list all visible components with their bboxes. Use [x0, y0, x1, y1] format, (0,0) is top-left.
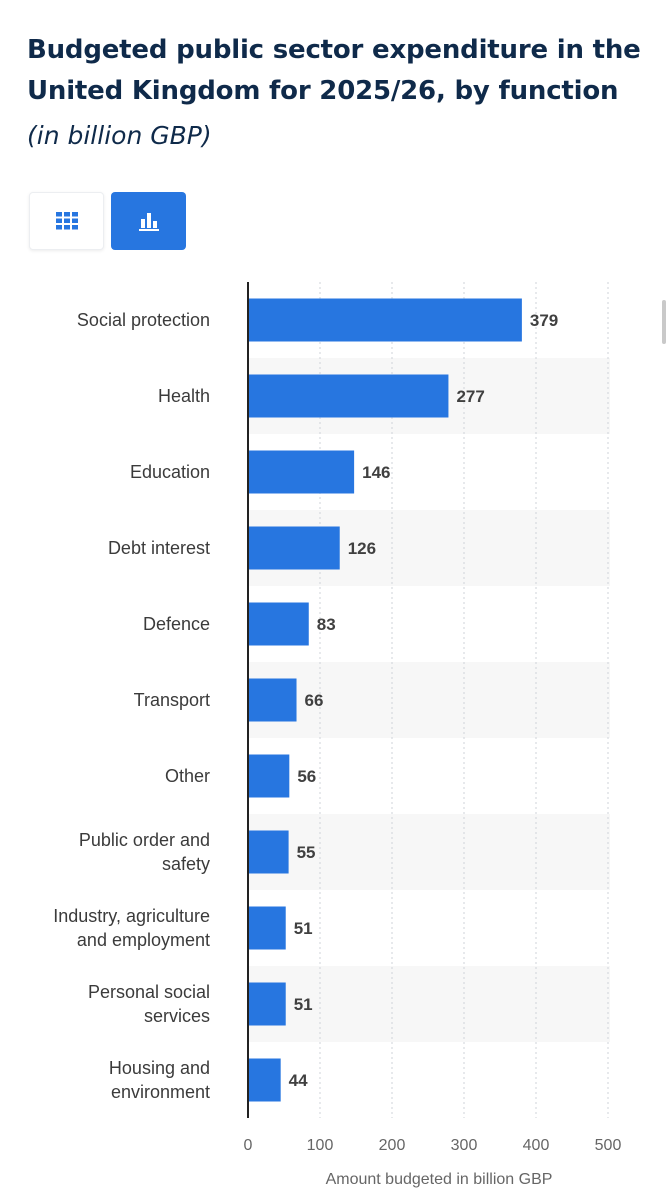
- category-label: Housing and environment: [109, 1058, 210, 1102]
- category-label: Education: [130, 462, 210, 482]
- bar: [249, 450, 355, 494]
- category-label: Social protection: [77, 310, 210, 330]
- data-label: 56: [297, 767, 316, 786]
- grid-icon: [55, 212, 78, 230]
- chart-view-button[interactable]: [111, 192, 186, 250]
- bar: [249, 906, 286, 950]
- bar: [249, 830, 289, 874]
- bar: [249, 374, 449, 418]
- x-tick-label: 500: [595, 1137, 622, 1154]
- category-label: Public order and safety: [79, 830, 210, 874]
- bar: [249, 602, 309, 646]
- bar: [249, 298, 522, 342]
- category-label: Industry, agriculture and employment: [53, 906, 210, 950]
- row-band: [248, 662, 610, 738]
- data-label: 83: [317, 615, 336, 634]
- page-scrollbar[interactable]: [662, 300, 666, 344]
- data-label: 51: [294, 995, 313, 1014]
- data-label: 126: [348, 539, 376, 558]
- bar: [249, 754, 290, 798]
- data-label: 146: [362, 463, 390, 482]
- data-label: 44: [289, 1071, 308, 1090]
- category-label: Personal social services: [88, 982, 210, 1026]
- chart-subtitle: (in billion GBP): [27, 121, 212, 150]
- x-tick-label: 300: [451, 1137, 478, 1154]
- data-label: 379: [530, 311, 558, 330]
- category-label: Defence: [143, 614, 210, 634]
- table-view-button[interactable]: [29, 192, 104, 250]
- bar: [249, 678, 297, 722]
- x-tick-label: 100: [307, 1137, 334, 1154]
- x-tick-label: 0: [244, 1137, 253, 1154]
- bar: [249, 526, 340, 570]
- data-label: 66: [305, 691, 324, 710]
- data-label: 277: [456, 387, 484, 406]
- row-band: [248, 814, 610, 890]
- category-label: Other: [165, 766, 210, 786]
- bar-chart-icon: [138, 213, 159, 231]
- data-label: 55: [297, 843, 316, 862]
- category-label: Debt interest: [108, 538, 210, 558]
- bar: [249, 982, 286, 1026]
- category-label: Health: [158, 386, 210, 406]
- data-label: 51: [294, 919, 313, 938]
- x-tick-label: 400: [523, 1137, 550, 1154]
- bar: [249, 1058, 281, 1102]
- category-label: Transport: [134, 690, 210, 710]
- row-band: [248, 966, 610, 1042]
- chart-title: Budgeted public sector expenditure in th…: [27, 35, 641, 106]
- x-tick-label: 200: [379, 1137, 406, 1154]
- x-axis-title: Amount budgeted in billion GBP: [326, 1171, 553, 1188]
- bar-chart: 0 100 200 300 400 500 379 Social protection 277 H…: [53, 282, 622, 1188]
